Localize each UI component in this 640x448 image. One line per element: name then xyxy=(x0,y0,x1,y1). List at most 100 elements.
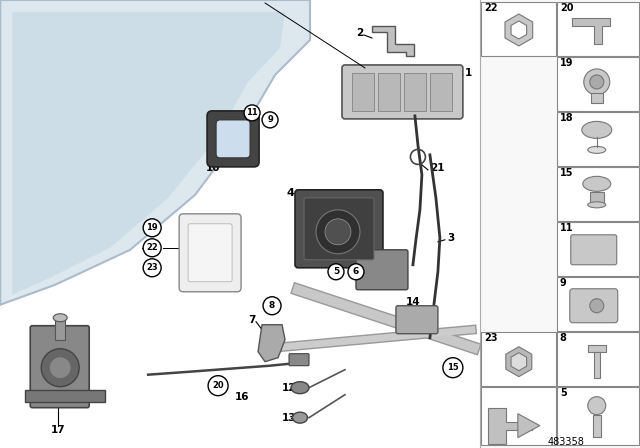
Bar xyxy=(480,0,640,448)
Text: 483358: 483358 xyxy=(548,437,585,447)
Bar xyxy=(404,73,426,111)
Text: 5: 5 xyxy=(333,267,339,276)
Ellipse shape xyxy=(583,177,611,191)
Text: 8: 8 xyxy=(269,301,275,310)
Circle shape xyxy=(590,75,604,89)
Text: 23: 23 xyxy=(484,333,497,343)
FancyBboxPatch shape xyxy=(179,214,241,292)
Bar xyxy=(594,352,600,378)
FancyBboxPatch shape xyxy=(571,235,617,265)
Bar xyxy=(590,192,604,204)
Bar xyxy=(55,318,65,340)
Circle shape xyxy=(143,259,161,277)
FancyBboxPatch shape xyxy=(207,111,259,167)
Polygon shape xyxy=(0,0,310,305)
Bar xyxy=(557,2,639,56)
Text: 22: 22 xyxy=(484,3,497,13)
Text: 6: 6 xyxy=(353,267,359,276)
Text: 14: 14 xyxy=(406,297,420,307)
Text: 11: 11 xyxy=(560,223,573,233)
Bar xyxy=(557,277,639,331)
FancyBboxPatch shape xyxy=(396,306,438,334)
Circle shape xyxy=(316,210,360,254)
Text: 7: 7 xyxy=(248,315,255,325)
Text: 19: 19 xyxy=(147,223,158,233)
Text: 16: 16 xyxy=(235,392,250,402)
Text: 18: 18 xyxy=(560,113,573,123)
Circle shape xyxy=(143,219,161,237)
FancyBboxPatch shape xyxy=(342,65,463,119)
Polygon shape xyxy=(518,414,540,438)
Polygon shape xyxy=(572,18,610,44)
Circle shape xyxy=(208,376,228,396)
Text: 15: 15 xyxy=(560,168,573,178)
FancyBboxPatch shape xyxy=(30,326,89,408)
Ellipse shape xyxy=(588,146,605,153)
Bar xyxy=(481,2,556,56)
Bar xyxy=(557,387,639,444)
Bar xyxy=(557,222,639,276)
Circle shape xyxy=(262,112,278,128)
Text: 18: 18 xyxy=(144,243,159,253)
Text: 12: 12 xyxy=(282,383,296,392)
Text: 20: 20 xyxy=(212,381,224,390)
FancyBboxPatch shape xyxy=(216,120,250,158)
Text: 19: 19 xyxy=(560,58,573,68)
Bar xyxy=(557,167,639,221)
FancyBboxPatch shape xyxy=(356,250,408,290)
Text: 3: 3 xyxy=(447,233,454,243)
Ellipse shape xyxy=(53,314,67,322)
Circle shape xyxy=(143,239,161,257)
Text: 20: 20 xyxy=(560,3,573,13)
Bar xyxy=(430,73,452,111)
Circle shape xyxy=(244,105,260,121)
Bar xyxy=(481,387,556,444)
Text: 11: 11 xyxy=(246,108,258,117)
Bar xyxy=(557,332,639,386)
FancyBboxPatch shape xyxy=(289,354,309,366)
Circle shape xyxy=(590,299,604,313)
Text: 23: 23 xyxy=(147,263,158,272)
Circle shape xyxy=(584,69,610,95)
Text: 22: 22 xyxy=(147,243,158,252)
Text: 9: 9 xyxy=(560,278,566,288)
Circle shape xyxy=(348,264,364,280)
Text: 5: 5 xyxy=(560,388,566,398)
Text: 10: 10 xyxy=(206,163,221,173)
Circle shape xyxy=(263,297,281,315)
Circle shape xyxy=(41,349,79,387)
Ellipse shape xyxy=(292,412,307,423)
Ellipse shape xyxy=(582,121,612,138)
Bar xyxy=(591,93,603,103)
Text: 13: 13 xyxy=(282,413,296,422)
FancyBboxPatch shape xyxy=(304,198,374,260)
Text: 21: 21 xyxy=(430,163,444,173)
Bar xyxy=(481,332,556,386)
Text: 9: 9 xyxy=(267,116,273,125)
Bar xyxy=(378,73,400,111)
Bar xyxy=(25,390,105,402)
Bar xyxy=(588,345,605,352)
Polygon shape xyxy=(372,26,414,56)
Polygon shape xyxy=(12,12,285,295)
Bar xyxy=(593,415,601,437)
Text: 4: 4 xyxy=(286,188,294,198)
Bar xyxy=(557,57,639,111)
Text: 17: 17 xyxy=(51,425,65,435)
Circle shape xyxy=(443,358,463,378)
FancyBboxPatch shape xyxy=(188,224,232,282)
Text: 8: 8 xyxy=(560,333,566,343)
Ellipse shape xyxy=(588,202,605,208)
Circle shape xyxy=(49,357,71,379)
Ellipse shape xyxy=(291,382,309,394)
Circle shape xyxy=(328,264,344,280)
Circle shape xyxy=(588,396,605,415)
Polygon shape xyxy=(258,325,285,362)
FancyBboxPatch shape xyxy=(570,289,618,323)
Text: 15: 15 xyxy=(447,363,459,372)
Bar xyxy=(352,73,374,111)
Text: 2: 2 xyxy=(356,28,364,38)
Text: 1: 1 xyxy=(465,68,472,78)
FancyBboxPatch shape xyxy=(295,190,383,268)
Bar xyxy=(557,112,639,166)
